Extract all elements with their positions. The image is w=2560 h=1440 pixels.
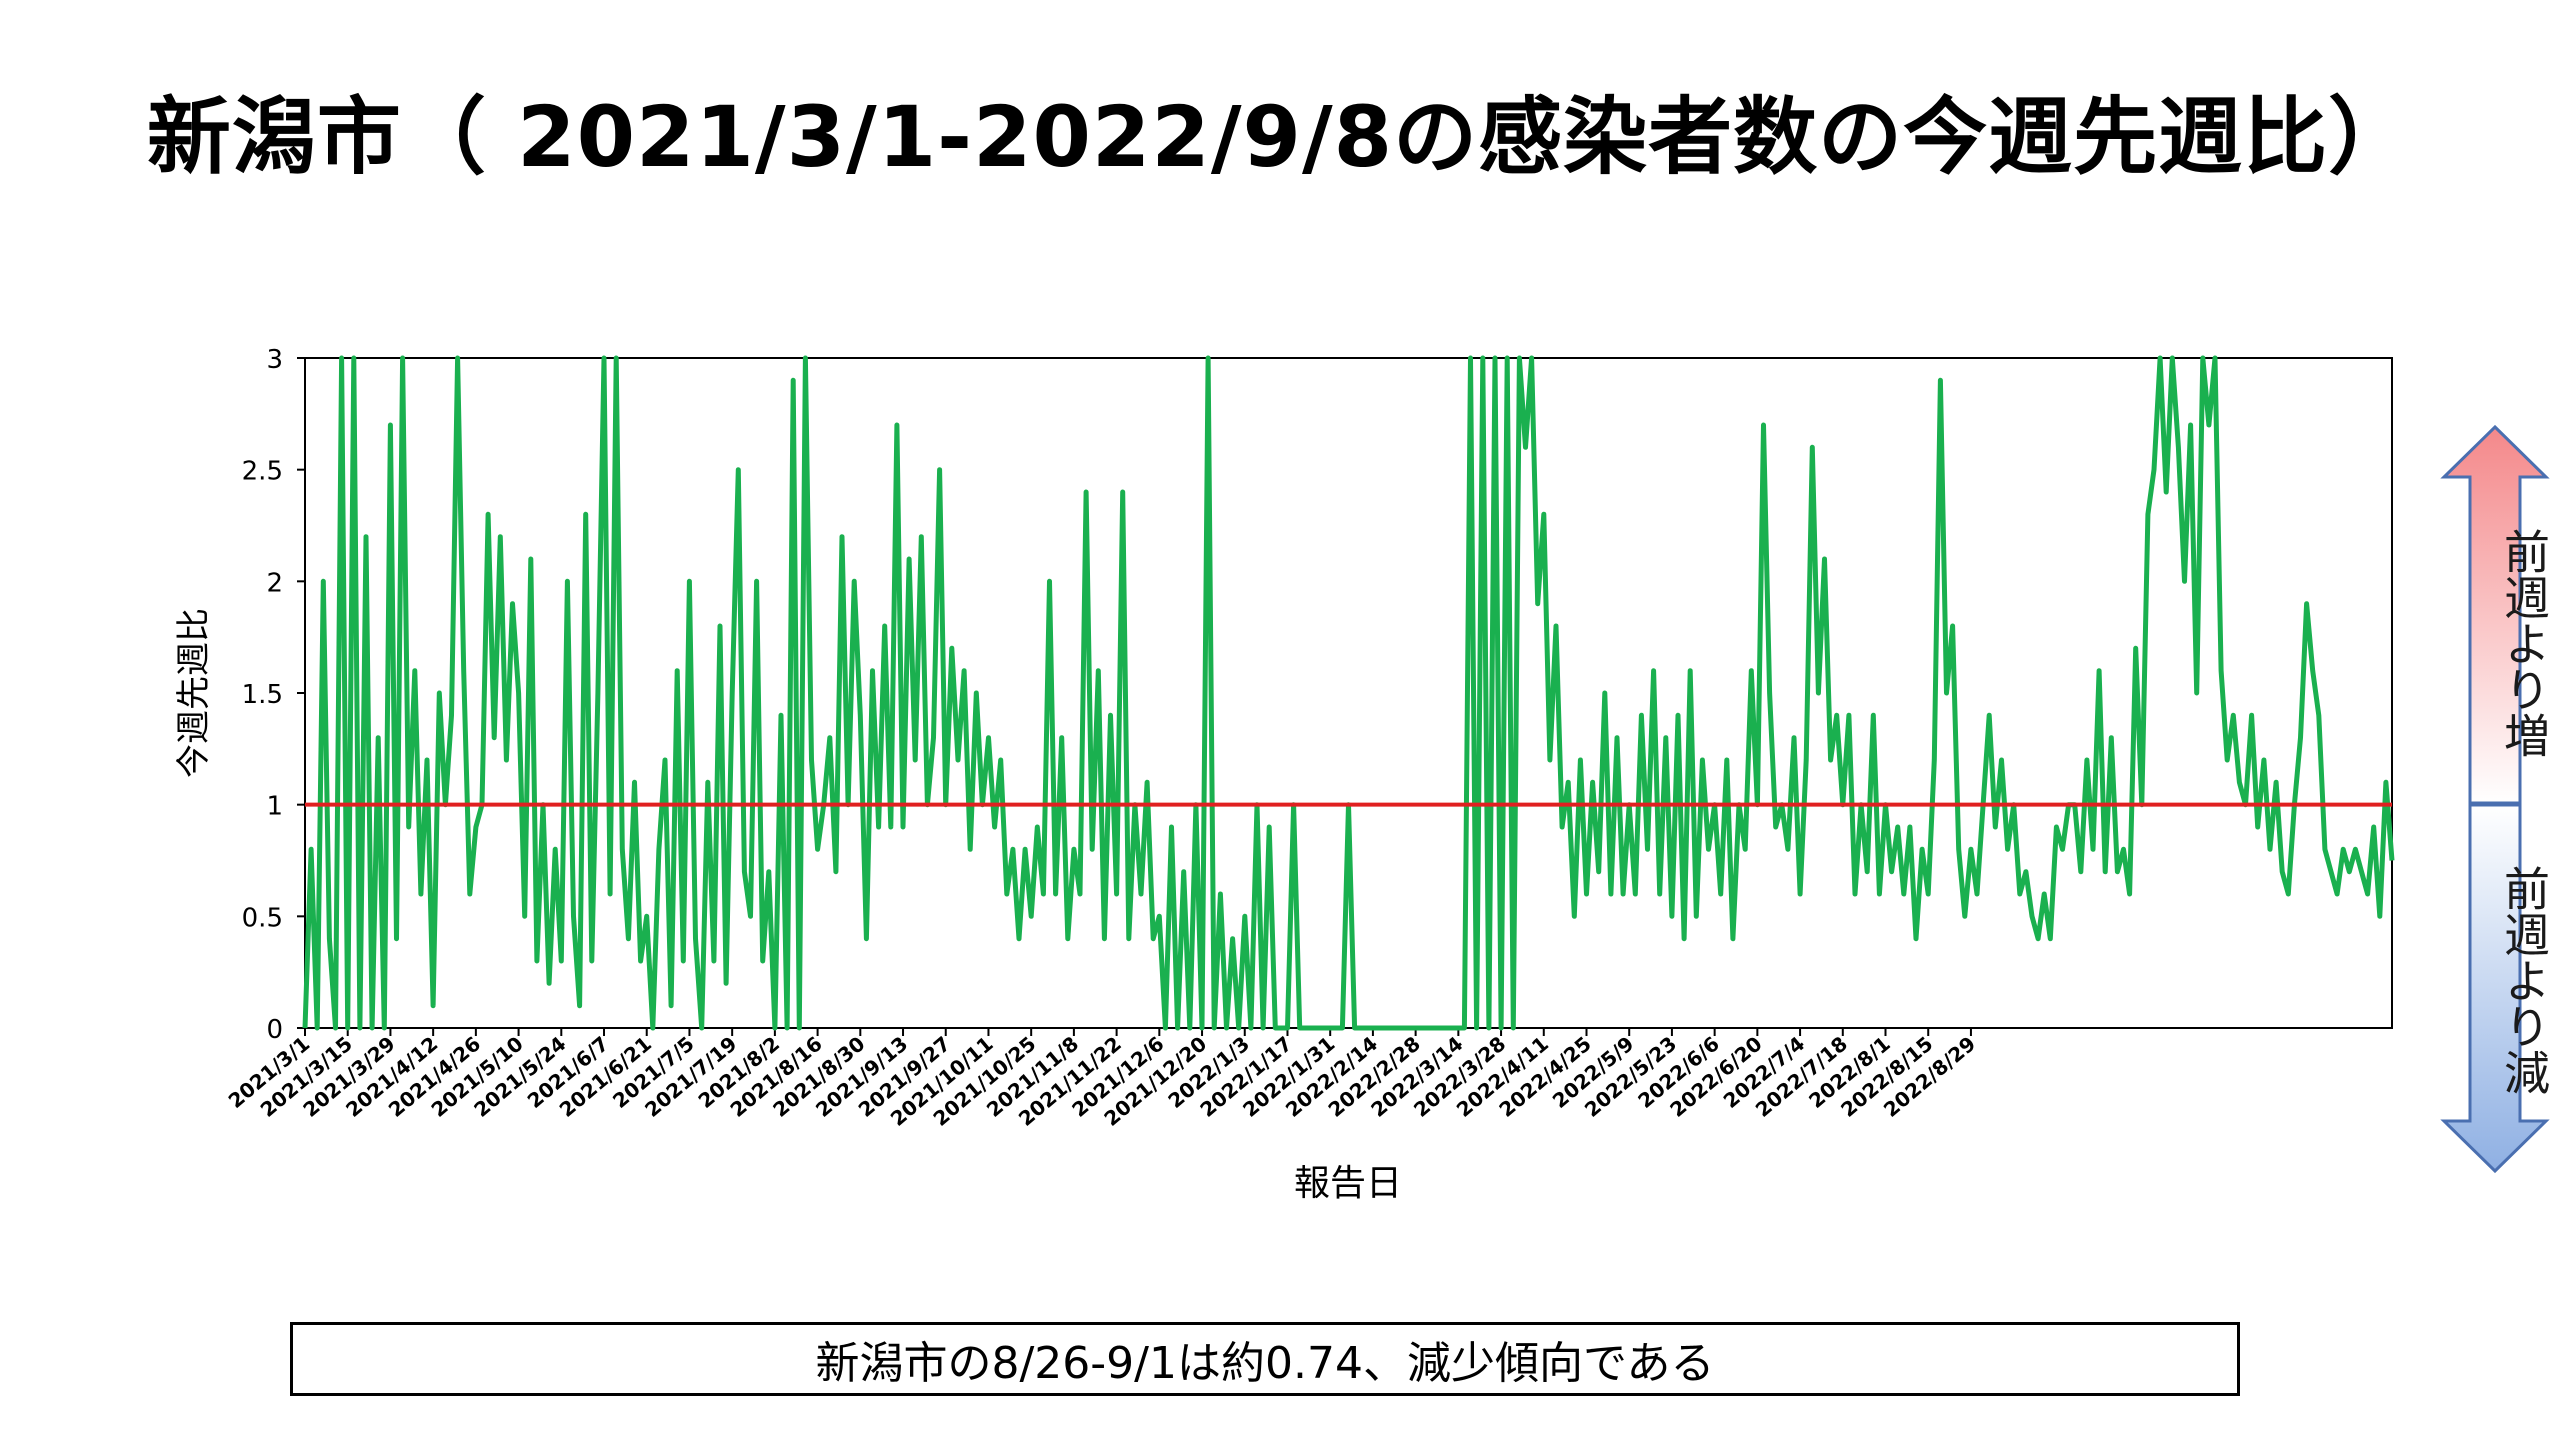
y-tick-label: 0.5: [242, 903, 283, 933]
y-tick-label: 2: [266, 568, 283, 598]
change-indicator: 前週より増 前週より減: [2440, 425, 2551, 1175]
y-tick-label: 2.5: [242, 457, 283, 487]
y-tick-label: 1.5: [242, 680, 283, 710]
arrow-down-label: 前週より減: [2497, 865, 2551, 1095]
series-line: [302, 355, 2395, 1031]
y-tick-label: 1: [266, 792, 283, 822]
summary-box: 新潟市の8/26-9/1は約0.74、減少傾向である: [290, 1322, 2240, 1396]
y-axis-label: 今週先週比: [174, 608, 214, 778]
page-title: 新潟市（ 2021/3/1-2022/9/8の感染者数の今週先週比）: [146, 88, 2414, 186]
arrow-up-icon: [2440, 425, 2550, 805]
y-tick-label: 3: [266, 345, 283, 375]
x-axis-label: 報告日: [1294, 1163, 1402, 1204]
x-axis-ticks: 2021/3/12021/3/152021/3/292021/4/122021/…: [224, 1028, 1980, 1131]
arrow-up-label: 前週より増: [2497, 528, 2551, 758]
y-axis-ticks: 0 0.5 1 1.5 2 2.5 3: [242, 345, 305, 1045]
arrow-down-icon: [2440, 803, 2550, 1174]
y-tick-label: 0: [266, 1015, 283, 1045]
summary-text: 新潟市の8/26-9/1は約0.74、減少傾向である: [815, 1338, 1715, 1389]
